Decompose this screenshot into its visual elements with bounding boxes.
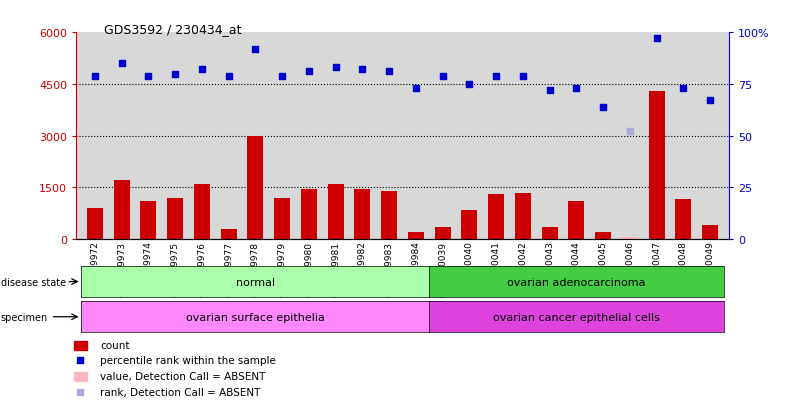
Point [463, 81, 476, 88]
Point [74, 389, 87, 395]
Point [356, 67, 368, 74]
Point [570, 85, 583, 92]
Point [74, 357, 87, 364]
Text: ovarian surface epithelia: ovarian surface epithelia [186, 312, 324, 322]
Bar [301, 190, 317, 240]
Bar [248, 136, 264, 240]
Point [115, 61, 128, 67]
Bar [622, 238, 638, 240]
Text: normal: normal [235, 277, 275, 287]
Point [489, 73, 502, 80]
Bar [274, 198, 290, 240]
Point [276, 73, 288, 80]
Text: disease state: disease state [1, 277, 66, 287]
Bar [220, 229, 236, 240]
Text: percentile rank within the sample: percentile rank within the sample [100, 356, 276, 366]
Text: specimen: specimen [1, 312, 48, 322]
Bar [194, 185, 210, 240]
Point [249, 46, 262, 53]
Text: GDS3592 / 230434_at: GDS3592 / 230434_at [104, 23, 242, 36]
Bar [541, 228, 557, 240]
Point [517, 73, 529, 80]
Text: count: count [100, 340, 130, 350]
Point [383, 69, 396, 76]
Bar [649, 92, 665, 240]
Text: ovarian cancer epithelial cells: ovarian cancer epithelial cells [493, 312, 660, 322]
Bar [569, 202, 585, 240]
Bar [354, 190, 370, 240]
Point [704, 98, 717, 104]
Bar [140, 202, 156, 240]
Text: rank, Detection Call = ABSENT: rank, Detection Call = ABSENT [100, 387, 260, 397]
Bar [595, 233, 611, 240]
Bar [408, 233, 424, 240]
Bar [381, 191, 397, 240]
Point [677, 85, 690, 92]
Point [329, 65, 342, 71]
Point [142, 73, 155, 80]
Bar [167, 198, 183, 240]
Point [303, 69, 316, 76]
Point [88, 73, 101, 80]
Bar [328, 185, 344, 240]
Point [597, 104, 610, 111]
Point [409, 85, 422, 92]
Point [195, 67, 208, 74]
Bar [87, 209, 103, 240]
Point [650, 36, 663, 43]
Bar [702, 226, 718, 240]
Text: value, Detection Call = ABSENT: value, Detection Call = ABSENT [100, 371, 265, 381]
Point [222, 73, 235, 80]
Bar [675, 200, 691, 240]
Bar [461, 210, 477, 240]
Bar [515, 193, 531, 240]
Text: ovarian adenocarcinoma: ovarian adenocarcinoma [507, 277, 646, 287]
Point [623, 129, 636, 135]
Point [437, 73, 449, 80]
Point [543, 88, 556, 94]
Point [169, 71, 182, 78]
Bar [488, 195, 504, 240]
Bar [435, 228, 451, 240]
Bar [114, 181, 130, 240]
